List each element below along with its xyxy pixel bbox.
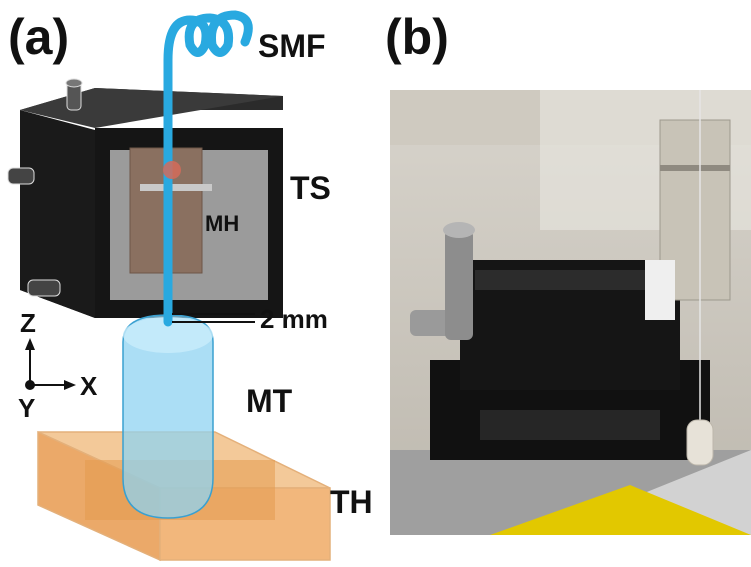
label-mt: MT: [246, 383, 293, 419]
sample-tube: [122, 314, 214, 519]
label-gap: 2 mm: [260, 304, 328, 334]
experiment-photo: [390, 90, 751, 535]
fiber: [163, 10, 253, 327]
panel-b-label: (b): [385, 9, 449, 65]
label-smf: SMF: [258, 28, 326, 64]
axis-label-x: X: [80, 371, 98, 401]
axes: [25, 338, 76, 390]
axis-label-y: Y: [18, 393, 36, 423]
panel-a-label: (a): [8, 9, 70, 65]
axis-label-z: Z: [20, 308, 36, 338]
schematic-diagram: [7, 10, 331, 562]
label-mh: MH: [205, 211, 240, 236]
label-ts: TS: [290, 170, 331, 206]
label-th: TH: [330, 484, 373, 520]
